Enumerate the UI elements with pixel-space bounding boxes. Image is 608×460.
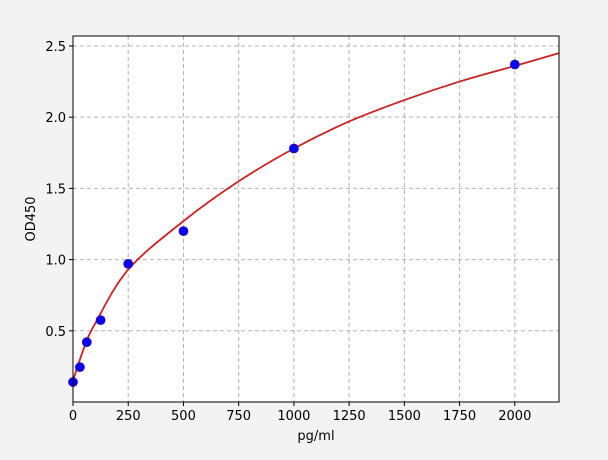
data-point [81,337,92,348]
ticks: 0 250 500 750 1000 1250 1500 1750 2000 0.5 1.0 1.5 2… [45,40,531,424]
x-tick-label: 1250 [333,409,366,424]
x-axis-label: pg/ml [297,429,334,444]
y-axis-label: OD450 [24,196,39,241]
data-point [178,226,189,237]
data-point [289,143,299,154]
plot-area [73,36,559,402]
x-tick-label: 500 [171,409,196,424]
y-tick-label: 2.5 [45,40,66,55]
data-point [123,258,134,269]
y-tick-label: 1.5 [45,182,66,197]
x-tick-label: 2000 [498,409,531,424]
fit-curve-group [72,52,560,381]
fit-curve-line [72,52,560,381]
y-tick-label: 0.5 [45,325,66,340]
x-tick-label: 750 [226,409,251,424]
x-tick-label: 0 [69,409,77,424]
x-tick-label: 1750 [443,409,476,424]
data-point [75,362,85,373]
y-tick-label: 1.0 [45,254,66,269]
grid [72,36,559,402]
x-tick-label: 1500 [388,409,421,424]
x-tick-label: 250 [116,409,141,424]
plot-frame [72,35,560,403]
data-point [509,59,520,70]
x-tick-label: 1000 [277,409,310,424]
data-point [95,315,106,326]
y-tick-label: 2.0 [45,111,66,126]
